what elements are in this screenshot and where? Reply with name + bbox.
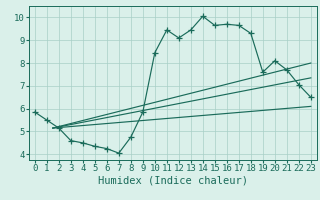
X-axis label: Humidex (Indice chaleur): Humidex (Indice chaleur): [98, 176, 248, 186]
